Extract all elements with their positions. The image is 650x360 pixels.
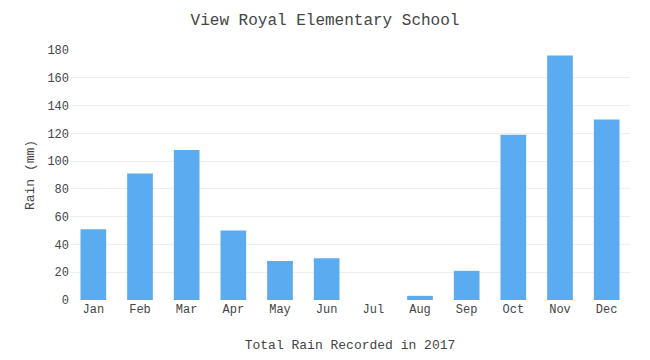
svg-text:60: 60 bbox=[55, 211, 69, 225]
svg-text:May: May bbox=[269, 303, 291, 317]
svg-text:120: 120 bbox=[47, 128, 69, 142]
svg-text:100: 100 bbox=[47, 155, 69, 169]
svg-text:Rain (mm): Rain (mm) bbox=[23, 140, 38, 210]
svg-text:Nov: Nov bbox=[549, 303, 571, 317]
svg-text:Oct: Oct bbox=[503, 303, 525, 317]
svg-text:140: 140 bbox=[47, 100, 69, 114]
svg-text:Sep: Sep bbox=[456, 303, 478, 317]
svg-text:Jul: Jul bbox=[363, 303, 385, 317]
svg-text:Aug: Aug bbox=[409, 303, 431, 317]
svg-text:40: 40 bbox=[55, 239, 69, 253]
svg-text:Apr: Apr bbox=[223, 303, 245, 317]
svg-text:Total Rain Recorded in 2017: Total Rain Recorded in 2017 bbox=[245, 338, 456, 353]
svg-text:Mar: Mar bbox=[176, 303, 198, 317]
svg-text:0: 0 bbox=[62, 294, 69, 308]
svg-text:180: 180 bbox=[47, 44, 69, 58]
svg-text:Jan: Jan bbox=[83, 303, 105, 317]
svg-text:Feb: Feb bbox=[129, 303, 151, 317]
svg-text:View Royal Elementary School: View Royal Elementary School bbox=[191, 12, 460, 30]
svg-text:Jun: Jun bbox=[316, 303, 338, 317]
svg-text:80: 80 bbox=[55, 183, 69, 197]
svg-text:Dec: Dec bbox=[596, 303, 618, 317]
svg-text:160: 160 bbox=[47, 72, 69, 86]
svg-text:20: 20 bbox=[55, 266, 69, 280]
